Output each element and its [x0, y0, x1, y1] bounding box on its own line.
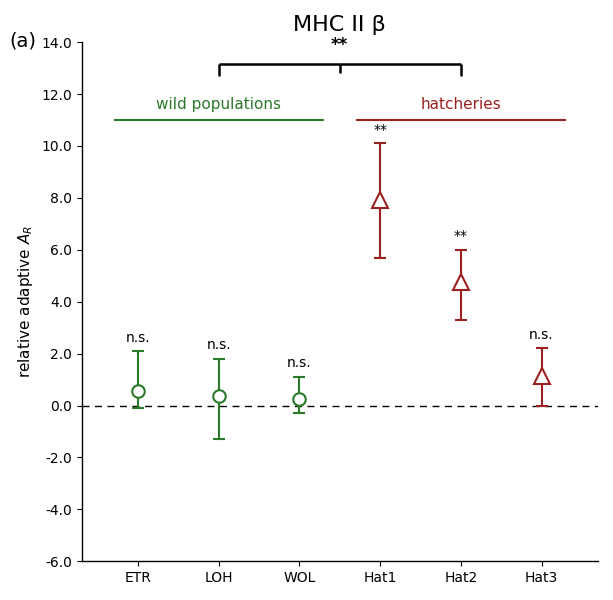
Text: n.s.: n.s. [126, 331, 150, 344]
Title: MHC II β: MHC II β [293, 15, 386, 35]
Text: n.s.: n.s. [287, 356, 312, 370]
Text: (a): (a) [9, 32, 36, 51]
Text: **: ** [331, 36, 348, 54]
Text: wild populations: wild populations [156, 97, 281, 112]
Text: n.s.: n.s. [529, 328, 554, 342]
Text: n.s.: n.s. [207, 338, 231, 352]
Text: **: ** [454, 229, 468, 243]
Text: hatcheries: hatcheries [421, 97, 501, 112]
Text: **: ** [373, 123, 387, 137]
Y-axis label: relative adaptive $A_R$: relative adaptive $A_R$ [17, 225, 36, 378]
